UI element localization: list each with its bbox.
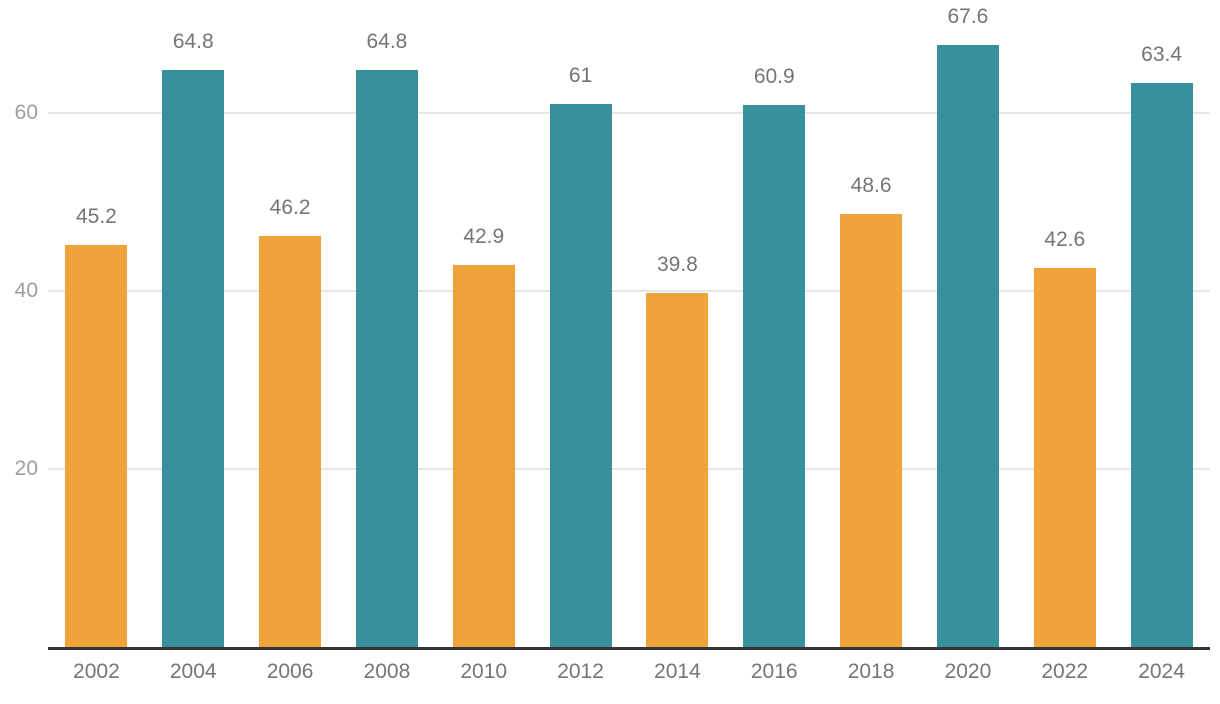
bar-value-label-2008: 64.8 (366, 30, 408, 54)
bar-value-label-2020: 67.6 (947, 5, 989, 29)
bar-value-label-2014: 39.8 (656, 252, 698, 276)
bar-2014 (646, 292, 709, 647)
bar-2008 (355, 70, 418, 647)
x-tick-label-2016: 2016 (750, 660, 798, 683)
x-tick-label-2008: 2008 (363, 660, 411, 683)
bar-2004 (162, 70, 225, 647)
bar-2018 (840, 214, 903, 647)
bar-2010 (452, 265, 515, 647)
bar-2012 (549, 104, 612, 647)
gridline-40 (48, 290, 1210, 292)
x-tick-label-2024: 2024 (1138, 660, 1185, 683)
gridline-60 (48, 112, 1210, 114)
bar-value-label-2010: 42.9 (463, 225, 505, 249)
x-tick-label-2006: 2006 (266, 660, 314, 683)
bar-value-label-2002: 45.2 (75, 204, 117, 228)
bar-2020 (936, 45, 999, 647)
y-tick-label-20: 20 (14, 457, 38, 480)
bar-2016 (743, 104, 806, 647)
x-tick-label-2012: 2012 (557, 660, 604, 683)
x-tick-label-2002: 2002 (73, 660, 120, 683)
x-tick-label-2020: 2020 (944, 660, 992, 683)
x-axis-line (48, 647, 1210, 650)
bar-value-label-2018: 48.6 (850, 174, 892, 198)
bar-2002 (65, 244, 128, 647)
bar-value-label-2012: 61 (568, 64, 593, 88)
bar-2024 (1130, 82, 1193, 647)
bar-2006 (259, 235, 322, 647)
y-tick-label-40: 40 (14, 279, 38, 302)
x-tick-label-2010: 2010 (460, 660, 508, 683)
bar-2022 (1033, 267, 1096, 647)
x-tick-label-2004: 2004 (169, 660, 217, 683)
x-tick-label-2018: 2018 (847, 660, 895, 683)
bar-value-label-2022: 42.6 (1044, 227, 1086, 251)
bar-value-label-2004: 64.8 (172, 30, 214, 54)
bar-value-label-2016: 60.9 (753, 64, 795, 88)
y-tick-label-60: 60 (14, 101, 38, 124)
gridline-20 (48, 468, 1210, 470)
bar-value-label-2006: 46.2 (269, 195, 311, 219)
bar-value-label-2024: 63.4 (1141, 42, 1183, 66)
x-tick-label-2022: 2022 (1041, 660, 1089, 683)
x-tick-label-2014: 2014 (654, 660, 701, 683)
